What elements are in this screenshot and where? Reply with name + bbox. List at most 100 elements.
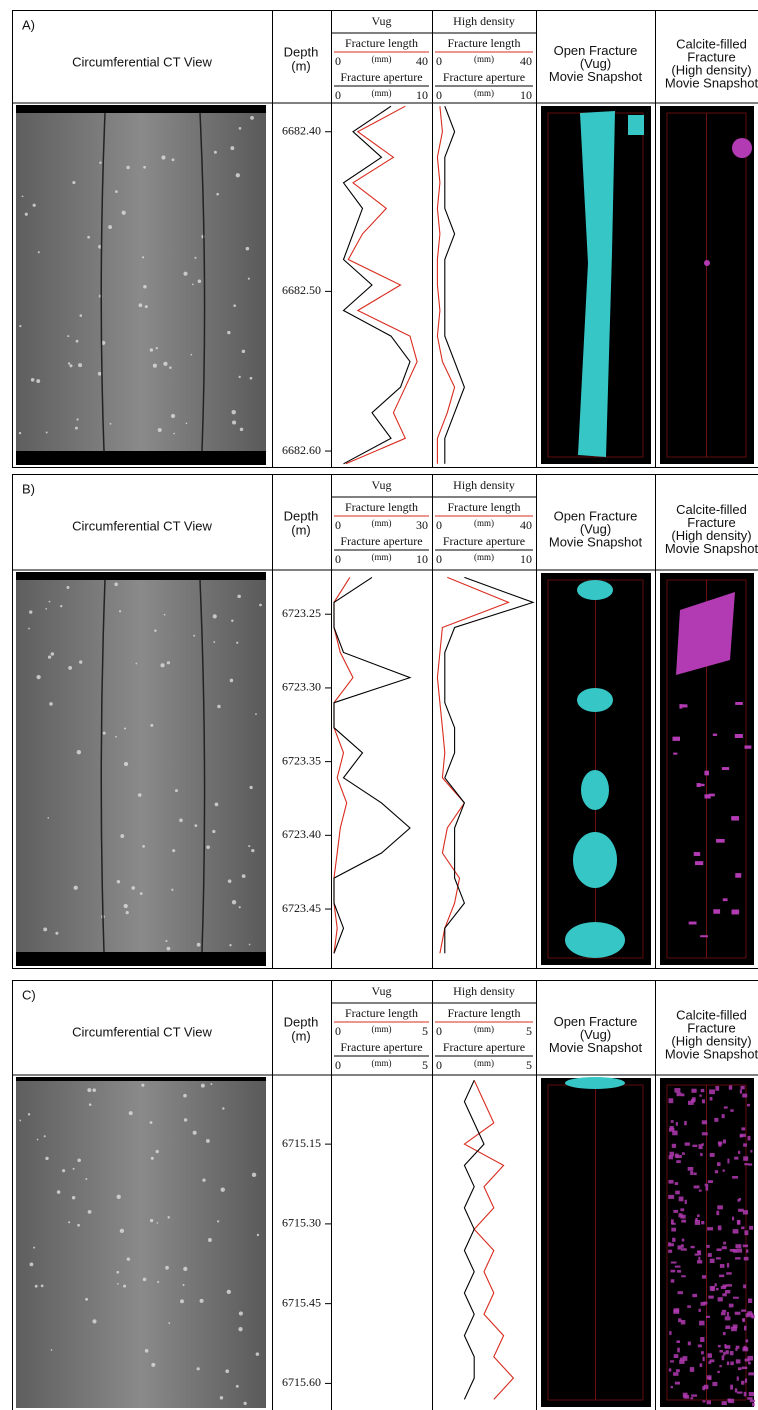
ct-speck (249, 376, 253, 380)
calcite-spot (717, 1370, 720, 1374)
ct-speck (149, 1121, 153, 1125)
ct-void (16, 451, 266, 465)
ct-speck (220, 1187, 225, 1192)
ct-speck (212, 614, 217, 619)
calcite-spot (673, 1309, 680, 1314)
calcite-spot (672, 736, 681, 741)
scale-unit: (mm) (372, 1058, 392, 1068)
calcite-spot (697, 1344, 702, 1348)
ct-speck (68, 666, 73, 670)
calcite-spot (708, 1361, 712, 1364)
depth-tick-label: 6723.40 (282, 827, 321, 841)
snapshot-title: Movie Snapshot (665, 75, 758, 90)
ct-speck (149, 1218, 154, 1223)
calcite-spot (709, 1089, 715, 1095)
snapshot-title: Fracture (687, 49, 735, 64)
calcite-spot (684, 1199, 687, 1204)
ct-speck (232, 420, 237, 425)
ct-speck (163, 613, 166, 616)
scale-min: 0 (335, 1024, 341, 1038)
calcite-spot (742, 1244, 748, 1248)
scale-unit: (mm) (372, 54, 392, 64)
calcite-spot (720, 1312, 726, 1316)
snapshot-title: (High density) (671, 1033, 751, 1048)
calcite-spot (732, 138, 752, 158)
ct-speck (227, 330, 231, 335)
calcite-spot (722, 898, 728, 902)
ct-speck (138, 303, 143, 308)
calcite-spot (708, 1295, 714, 1299)
calcite-spot (715, 1257, 721, 1260)
ct-speck (183, 1118, 188, 1122)
ct-speck (185, 422, 188, 425)
ct-speck (226, 1289, 231, 1295)
calcite-spot (739, 1089, 742, 1094)
ct-speck (143, 284, 147, 289)
calcite-spot (668, 1098, 674, 1104)
calcite-spot (692, 1097, 696, 1102)
calcite-spot (741, 1380, 745, 1385)
series-name: Fracture aperture (340, 534, 422, 548)
scale-unit: (mm) (474, 518, 494, 528)
snapshot-title: Open Fracture (554, 508, 638, 523)
ct-speck (152, 363, 157, 368)
calcite-spot (670, 1269, 676, 1273)
calcite-spot (681, 704, 688, 708)
track-title: Vug (372, 14, 392, 28)
ct-speck (36, 1138, 39, 1141)
calcite-spot (719, 1264, 725, 1268)
ct-speck (249, 785, 253, 790)
calcite-spot (672, 1130, 678, 1136)
depth-title: Depth (284, 508, 319, 523)
ct-speck (68, 1221, 71, 1224)
ct-speck (200, 1083, 205, 1088)
calcite-spot (728, 1398, 735, 1404)
calcite-spot (727, 1158, 730, 1164)
calcite-spot (695, 1217, 698, 1222)
series-name: Fracture aperture (443, 1040, 525, 1054)
calcite-spot (706, 1400, 712, 1405)
calcite-spot (668, 1128, 675, 1132)
ct-speck (131, 886, 136, 890)
series-name: Fracture aperture (443, 534, 525, 548)
calcite-spot (671, 1227, 676, 1232)
calcite-spot (734, 1388, 738, 1393)
calcite-spot (680, 1320, 686, 1325)
calcite-spot (747, 1135, 751, 1141)
calcite-spot (674, 1088, 681, 1093)
calcite-spot (735, 873, 742, 878)
calcite-spot (709, 1258, 715, 1264)
calcite-spot (748, 1298, 753, 1304)
calcite-spot (702, 1386, 705, 1391)
ct-speck (166, 946, 171, 951)
ct-speck (50, 1349, 53, 1351)
calcite-spot (729, 1248, 736, 1252)
calcite-spot (748, 1361, 751, 1365)
calcite-spot (709, 1286, 716, 1291)
ct-title: Circumferential CT View (72, 1024, 212, 1039)
calcite-spot (699, 783, 705, 787)
ct-speck (48, 600, 51, 603)
ct-speck (179, 818, 183, 823)
ct-speck (144, 1349, 149, 1353)
calcite-spot (690, 1245, 695, 1249)
calcite-spot (684, 1121, 687, 1126)
calcite-spot (748, 1391, 755, 1397)
calcite-spot (687, 1166, 694, 1171)
calcite-spot (677, 1245, 682, 1250)
calcite-spot (701, 1143, 704, 1146)
calcite-spot (687, 1341, 691, 1346)
snapshot-image (541, 1078, 651, 1407)
scale-max: 5 (526, 1024, 532, 1038)
calcite-spot (704, 770, 709, 776)
scale-min: 0 (335, 1058, 341, 1072)
calcite-body (676, 592, 735, 675)
ct-speck (87, 1088, 92, 1093)
ct-speck (169, 366, 172, 369)
scale-min: 0 (436, 88, 442, 102)
calcite-spot (691, 1394, 698, 1397)
calcite-spot (738, 1150, 741, 1154)
calcite-spot (679, 1360, 685, 1364)
ct-fracture (199, 579, 206, 953)
ct-speck (225, 1369, 230, 1374)
